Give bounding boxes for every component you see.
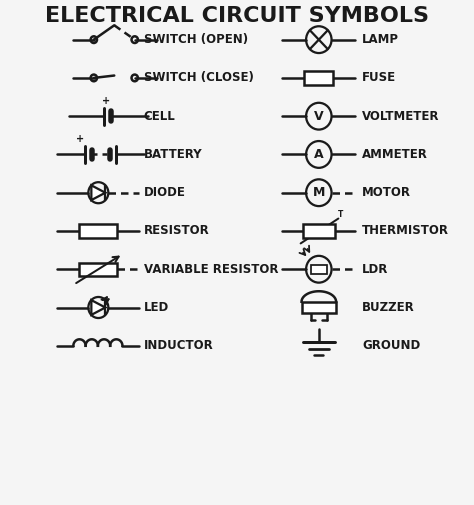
Text: BATTERY: BATTERY xyxy=(144,148,202,161)
Text: FUSE: FUSE xyxy=(362,71,396,84)
Text: LED: LED xyxy=(144,301,169,314)
Text: LDR: LDR xyxy=(362,263,388,276)
Text: CELL: CELL xyxy=(144,110,175,123)
Text: GROUND: GROUND xyxy=(362,339,420,352)
Bar xyxy=(301,302,336,313)
Bar xyxy=(311,265,327,274)
Text: AMMETER: AMMETER xyxy=(362,148,428,161)
Polygon shape xyxy=(91,300,105,315)
Text: SWITCH (CLOSE): SWITCH (CLOSE) xyxy=(144,71,254,84)
Text: THERMISTOR: THERMISTOR xyxy=(362,225,449,237)
Bar xyxy=(303,224,335,238)
Text: A: A xyxy=(314,148,324,161)
Bar xyxy=(79,263,118,276)
Text: DIODE: DIODE xyxy=(144,186,186,199)
Bar xyxy=(304,71,333,85)
Text: LAMP: LAMP xyxy=(362,33,399,46)
Text: SWITCH (OPEN): SWITCH (OPEN) xyxy=(144,33,248,46)
Text: ELECTRICAL CIRCUIT SYMBOLS: ELECTRICAL CIRCUIT SYMBOLS xyxy=(45,6,429,26)
Text: VOLTMETER: VOLTMETER xyxy=(362,110,439,123)
Text: INDUCTOR: INDUCTOR xyxy=(144,339,214,352)
Text: MOTOR: MOTOR xyxy=(362,186,411,199)
Text: VARIABLE RESISTOR: VARIABLE RESISTOR xyxy=(144,263,278,276)
Text: T: T xyxy=(337,210,343,219)
Text: +: + xyxy=(76,134,84,144)
Text: M: M xyxy=(313,186,325,199)
Polygon shape xyxy=(91,185,105,200)
Text: RESISTOR: RESISTOR xyxy=(144,225,210,237)
Text: V: V xyxy=(314,110,324,123)
Text: BUZZER: BUZZER xyxy=(362,301,415,314)
Bar xyxy=(79,224,118,238)
Text: +: + xyxy=(101,95,109,106)
